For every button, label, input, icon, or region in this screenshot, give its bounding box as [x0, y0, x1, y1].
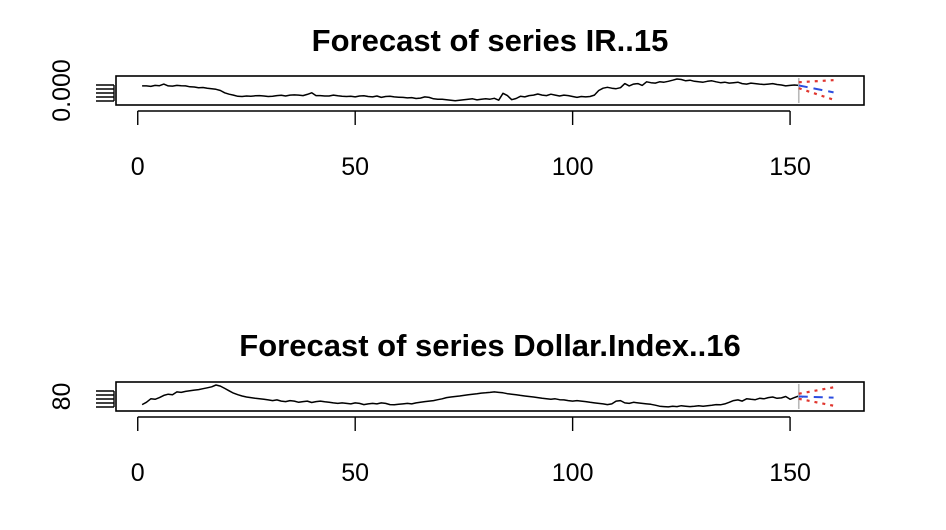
plot-frame — [115, 75, 865, 106]
x-tick-label: 50 — [341, 153, 369, 181]
x-tick-label: 150 — [769, 459, 811, 487]
plot-area — [141, 384, 834, 409]
forecast-lower-bound — [798, 397, 834, 407]
chart-title: Forecast of series Dollar.Index..16 — [239, 328, 740, 363]
forecast-mean-line — [798, 84, 834, 94]
plot-frame — [115, 381, 865, 412]
series-line — [142, 78, 804, 102]
x-axis: 0 50 100 150 — [131, 416, 811, 487]
forecast-lower-bound — [798, 87, 834, 101]
forecast-panel-ir: Forecast of series IR..15 0 50 100 150 0.00… — [48, 23, 865, 181]
y-axis: 80 — [48, 383, 115, 411]
x-axis: 0 50 100 150 — [131, 110, 811, 181]
x-tick-label: 100 — [552, 153, 594, 181]
forecast-upper-bound — [798, 79, 834, 84]
forecast-upper-bound — [798, 386, 834, 395]
y-tick-label: 80 — [48, 383, 76, 411]
y-axis: 0.000 — [48, 59, 115, 122]
x-tick-label: 0 — [131, 153, 145, 181]
x-tick-label: 0 — [131, 459, 145, 487]
plot-area — [142, 78, 834, 103]
x-tick-label: 50 — [341, 459, 369, 487]
x-tick-label: 100 — [552, 459, 594, 487]
chart-title: Forecast of series IR..15 — [312, 23, 669, 58]
forecast-panel-dollar-index: Forecast of series Dollar.Index..16 0 50 1… — [48, 328, 865, 487]
forecast-mean-line — [798, 395, 834, 399]
x-tick-label: 150 — [769, 153, 811, 181]
series-line — [141, 384, 804, 408]
y-tick-label: 0.000 — [48, 59, 76, 122]
